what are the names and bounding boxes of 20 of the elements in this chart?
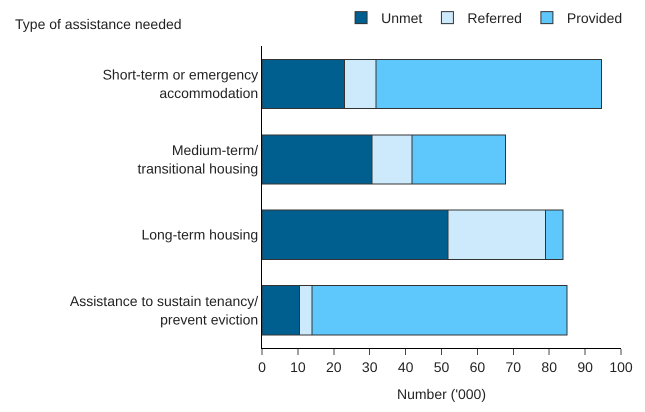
x-tick-label: 50: [434, 358, 450, 375]
y-tick-label: Medium-term/ transitional housing: [138, 142, 258, 176]
x-tick-label: 70: [506, 358, 522, 375]
x-axis-title: Number ('000): [396, 386, 486, 402]
y-tick-label: Long-term housing: [141, 226, 258, 243]
x-tick-label: 40: [398, 358, 414, 375]
x-tick-label: 10: [290, 358, 306, 375]
x-tick-label: 0: [258, 358, 266, 375]
x-tick-label: 20: [326, 358, 342, 375]
legend-label: Unmet: [381, 10, 422, 26]
y-tick-label: Assistance to sustain tenancy/ prevent eviction: [70, 293, 258, 328]
x-tick-label: 100: [609, 358, 633, 375]
x-tick-label: 60: [470, 358, 486, 375]
legend-label: Provided: [566, 10, 622, 26]
y-axis-title: Type of assistance needed: [15, 16, 182, 32]
legend-label: Referred: [467, 10, 522, 26]
y-tick-label: Short-term or emergency accommodation: [102, 66, 258, 101]
x-tick-label: 30: [362, 358, 378, 375]
x-tick-label: 90: [577, 358, 594, 375]
x-tick-label: 80: [541, 358, 558, 375]
